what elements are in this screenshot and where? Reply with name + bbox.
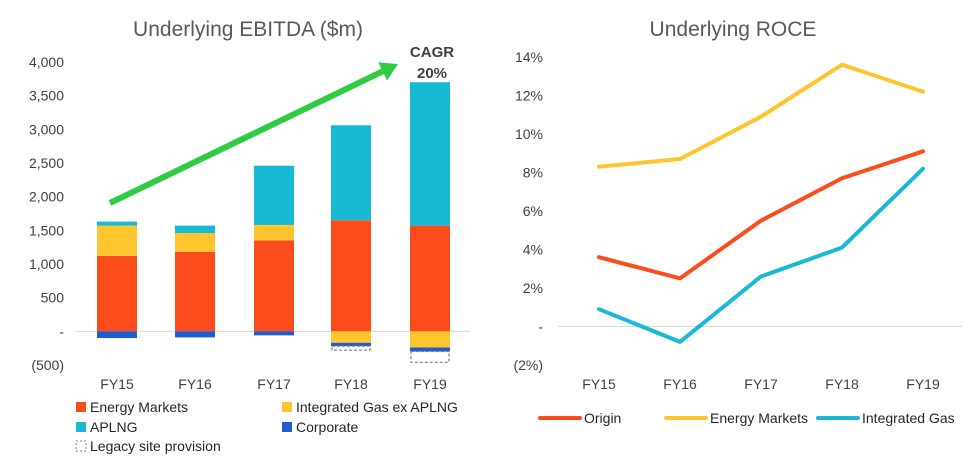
- bar-integrated_gas_ex_aplng: [254, 224, 294, 241]
- line-origin: [597, 149, 925, 281]
- roce-x-tick: FY19: [906, 376, 940, 392]
- bar-energy_markets: [97, 255, 137, 332]
- bar-integrated_gas_ex_aplng: [410, 331, 450, 348]
- bar-corporate: [97, 331, 137, 339]
- bar-aplng: [410, 82, 450, 226]
- bar-energy_markets: [410, 225, 450, 332]
- legend-label-aplng: APLNG: [90, 419, 137, 435]
- roce-y-tick: 4%: [523, 242, 543, 258]
- bar-aplng: [331, 125, 371, 221]
- legend-label-origin: Origin: [584, 410, 621, 426]
- ebitda-y-tick: 3,000: [29, 121, 64, 137]
- ebitda-x-tick: FY17: [257, 376, 291, 392]
- ebitda-y-tick: 1,500: [29, 222, 64, 238]
- ebitda-x-tick: FY18: [334, 376, 368, 392]
- cagr-label: CAGR: [410, 44, 454, 61]
- legend-swatch-integrated_gas_ex_aplng: [282, 402, 292, 412]
- bar-integrated_gas_ex_aplng: [97, 225, 137, 256]
- legend-label-integrated_gas_line: Integrated Gas: [862, 410, 955, 426]
- ebitda-x-tick: FY19: [413, 376, 447, 392]
- legend-swatch-energy_markets: [76, 402, 86, 412]
- cagr-arrow: [108, 62, 398, 206]
- bar-energy_markets: [331, 220, 371, 332]
- legend-swatch-aplng: [76, 422, 86, 432]
- bar-corporate: [254, 331, 294, 336]
- legend-label-integrated_gas_ex_aplng: Integrated Gas ex APLNG: [296, 399, 458, 415]
- roce-x-tick: FY16: [663, 376, 697, 392]
- ebitda-y-tick: 2,000: [29, 189, 64, 205]
- ebitda-x-tick: FY15: [100, 376, 134, 392]
- roce-y-tick: 2%: [523, 280, 543, 296]
- ebitda-y-tick: (500): [31, 357, 64, 373]
- bar-energy_markets: [175, 251, 215, 332]
- ebitda-y-tick: 4,000: [29, 54, 64, 70]
- ebitda-legend: Energy Markets Integrated Gas ex APLNG APL…: [75, 399, 458, 454]
- legend-swatch-legacy: [75, 440, 87, 452]
- bar-integrated_gas_ex_aplng: [331, 331, 371, 343]
- ebitda-chart-title: Underlying EBITDA ($m): [133, 18, 363, 41]
- bar-aplng: [175, 225, 215, 234]
- bar-corporate: [331, 342, 371, 347]
- cagr-value: 20%: [417, 65, 447, 82]
- ebitda-y-tick: 3,500: [29, 88, 64, 104]
- roce-chart-title: Underlying ROCE: [650, 18, 817, 41]
- ebitda-y-tick: 1,000: [29, 256, 64, 272]
- roce-x-tick: FY15: [582, 376, 616, 392]
- ebitda-bars: [97, 82, 450, 363]
- legend-label-energy_markets: Energy Markets: [90, 399, 188, 415]
- line-energy_markets_line: [597, 62, 925, 169]
- ebitda-y-tick: 2,500: [29, 155, 64, 171]
- bar-legacy-site-provision: [331, 345, 371, 351]
- roce-y-tick: -: [538, 319, 543, 335]
- bar-aplng: [254, 165, 294, 225]
- bar-corporate: [175, 331, 215, 338]
- roce-y-tick: (2%): [513, 357, 543, 373]
- bar-integrated_gas_ex_aplng: [175, 233, 215, 252]
- cagr-arrow-shaft: [108, 68, 384, 206]
- legend-label-energy_markets_line: Energy Markets: [710, 410, 808, 426]
- roce-lines: [597, 62, 925, 344]
- legend-swatch-corporate: [282, 422, 292, 432]
- line-integrated_gas_line: [597, 166, 925, 344]
- ebitda-axes: (500) - 500 1,000 1,500 2,000 2,500 3,000 3,500 4…: [29, 54, 470, 392]
- roce-legend: Origin Energy Markets Integrated Gas: [538, 410, 955, 426]
- ebitda-y-tick: 500: [41, 290, 65, 306]
- bar-corporate: [410, 347, 450, 352]
- roce-y-tick: 6%: [523, 203, 543, 219]
- ebitda-y-tick: -: [59, 323, 64, 339]
- bar-aplng: [97, 221, 137, 226]
- roce-y-tick: 8%: [523, 165, 543, 181]
- ebitda-x-tick: FY16: [178, 376, 212, 392]
- legend-label-corporate: Corporate: [296, 419, 358, 435]
- roce-y-tick: 12%: [515, 88, 543, 104]
- cagr-arrow-head: [378, 62, 398, 81]
- roce-x-tick: FY17: [744, 376, 778, 392]
- bar-energy_markets: [254, 240, 294, 332]
- legend-label-legacy: Legacy site provision: [90, 438, 221, 454]
- bar-legacy-site-provision: [410, 350, 450, 363]
- roce-x-tick: FY18: [825, 376, 859, 392]
- roce-axes: (2%) - 2% 4% 6% 8% 10% 12% 14% FY15 FY16 FY17 FY18 FY…: [513, 49, 962, 392]
- roce-y-tick: 10%: [515, 126, 543, 142]
- roce-y-tick: 14%: [515, 49, 543, 65]
